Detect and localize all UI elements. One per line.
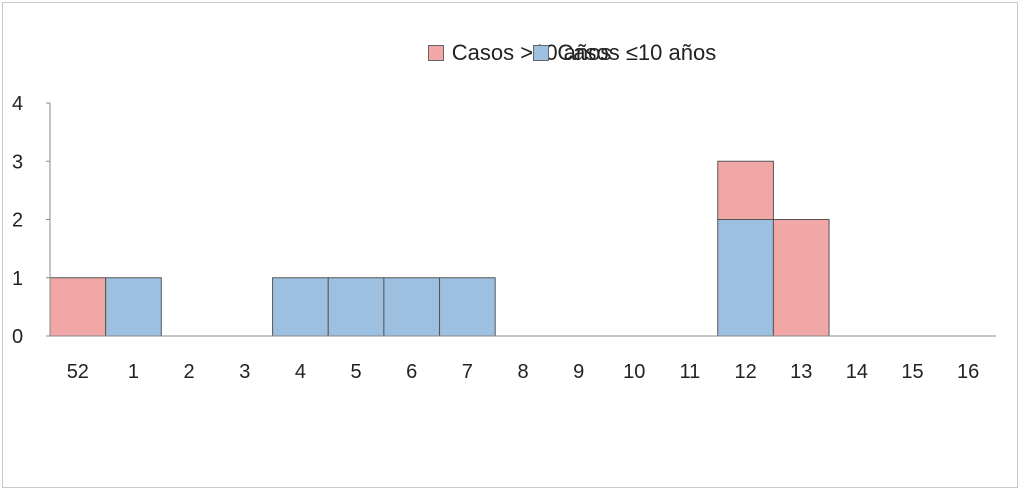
x-tick-label-11: 11 bbox=[680, 361, 701, 383]
y-tick-label-3: 3 bbox=[12, 151, 23, 173]
chart-frame bbox=[2, 2, 1018, 488]
y-tick-label-2: 2 bbox=[12, 210, 23, 232]
x-tick-label-4: 4 bbox=[295, 361, 306, 383]
x-tick-label-13: 13 bbox=[790, 361, 812, 383]
bar-12-series-0 bbox=[717, 219, 774, 337]
y-tick-label-4: 4 bbox=[12, 93, 23, 115]
y-tick-label-0: 0 bbox=[12, 326, 23, 348]
x-tick-label-52: 52 bbox=[67, 361, 89, 383]
bar-4-series-0 bbox=[272, 277, 329, 337]
bar-52-series-1 bbox=[49, 277, 107, 337]
x-tick-label-10: 10 bbox=[623, 361, 645, 383]
legend-swatch-under-10 bbox=[533, 45, 550, 61]
x-tick-label-1: 1 bbox=[128, 361, 139, 383]
x-tick-label-5: 5 bbox=[350, 361, 361, 383]
legend-swatch-over-10 bbox=[427, 45, 444, 61]
legend-label-under-10: Casos ≤10 años bbox=[557, 40, 717, 65]
x-tick-label-3: 3 bbox=[239, 361, 250, 383]
x-tick-label-7: 7 bbox=[462, 361, 473, 383]
chart-legend: Casos >10 años Casos ≤10 años bbox=[0, 40, 1024, 66]
x-tick-label-2: 2 bbox=[184, 361, 195, 383]
bar-13-series-1 bbox=[772, 219, 830, 337]
y-tick-label-1: 1 bbox=[12, 268, 23, 290]
bar-6-series-0 bbox=[383, 277, 441, 337]
bar-1-series-0 bbox=[105, 277, 162, 337]
x-tick-label-12: 12 bbox=[734, 361, 756, 383]
x-tick-label-8: 8 bbox=[517, 361, 528, 383]
x-tick-label-9: 9 bbox=[573, 361, 584, 383]
bar-12-series-1 bbox=[717, 160, 774, 220]
x-tick-label-6: 6 bbox=[406, 361, 417, 383]
legend-item-over-10: Casos >10 años bbox=[308, 40, 612, 66]
bar-7-series-0 bbox=[439, 277, 496, 337]
x-tick-label-14: 14 bbox=[846, 361, 868, 383]
x-tick-label-15: 15 bbox=[901, 361, 923, 383]
bar-5-series-0 bbox=[327, 277, 385, 337]
legend-item-under-10: Casos ≤10 años bbox=[533, 40, 716, 66]
x-tick-label-16: 16 bbox=[957, 361, 979, 383]
legend-label-over-10: Casos >10 años bbox=[451, 40, 612, 65]
